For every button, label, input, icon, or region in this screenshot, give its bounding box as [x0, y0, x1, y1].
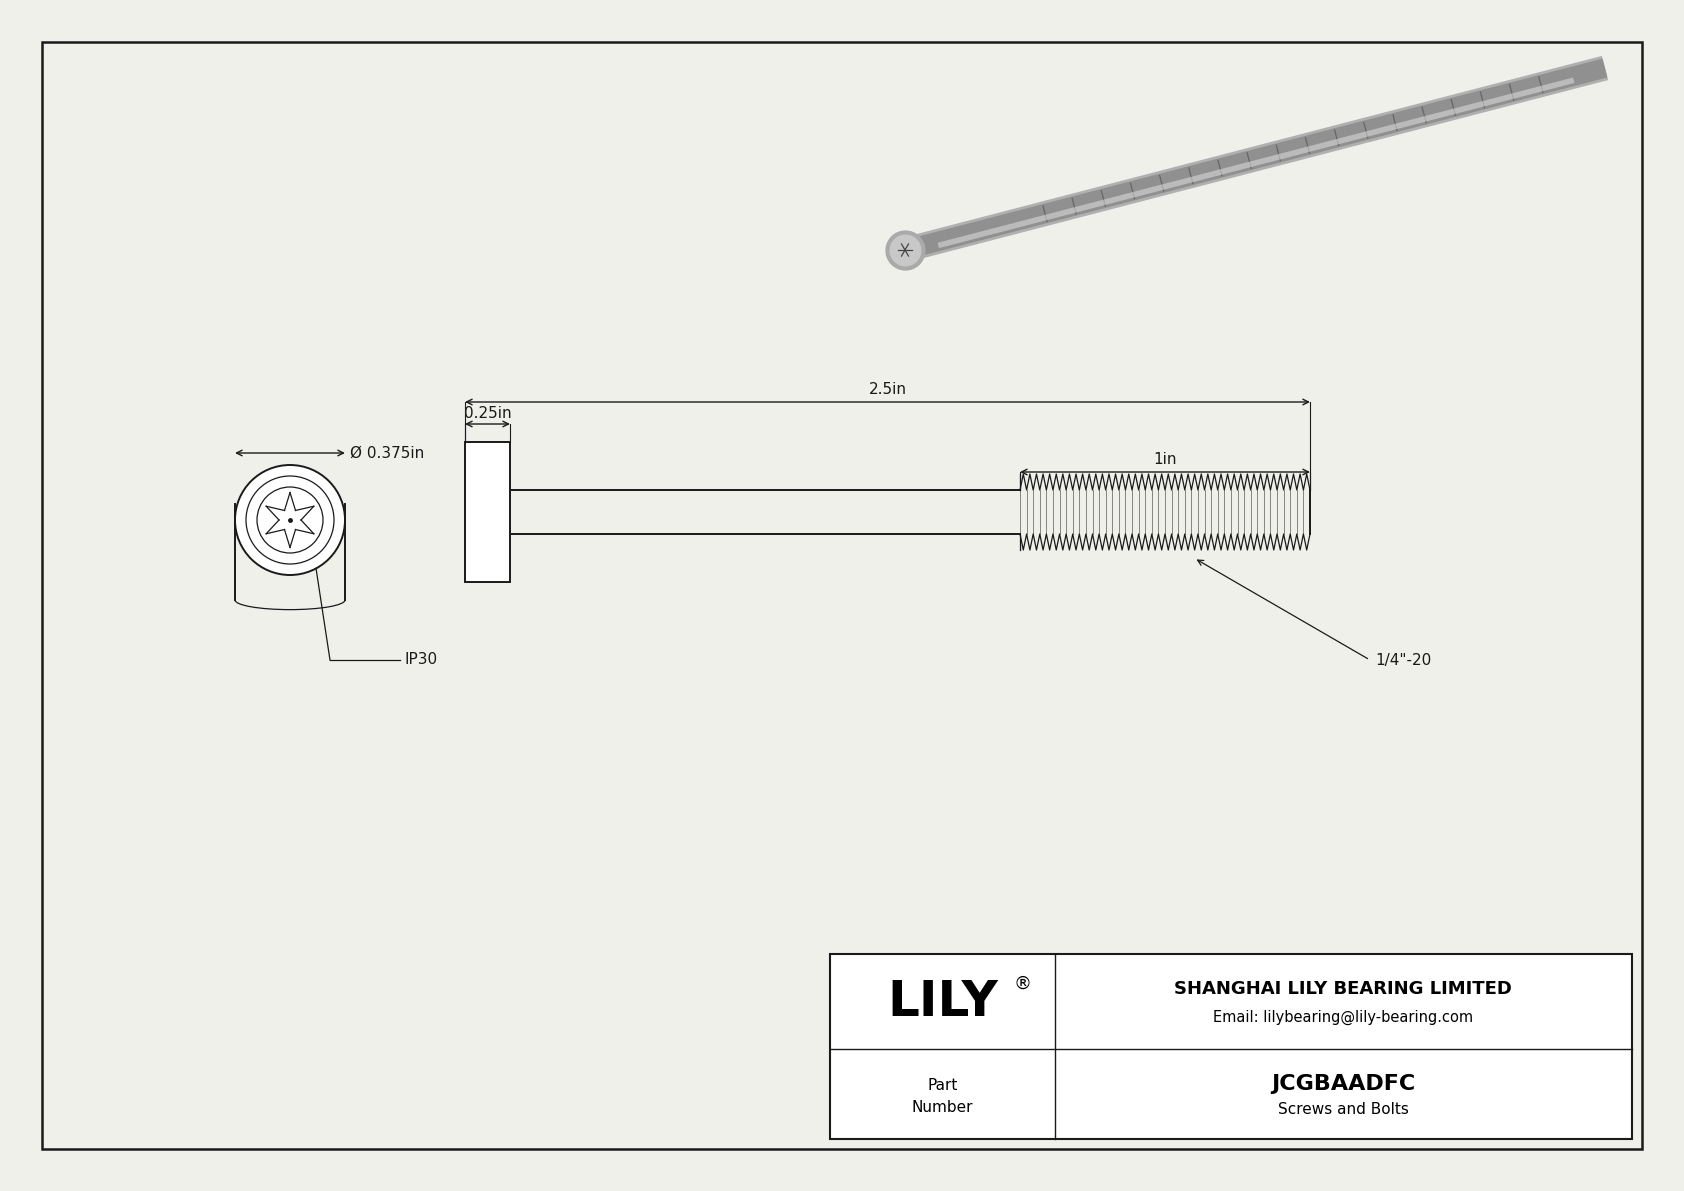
Text: Ø 0.375in: Ø 0.375in [350, 445, 424, 461]
Text: IP30: IP30 [404, 653, 438, 667]
Bar [830, 954, 1632, 1139]
Text: Email: lilybearing@lily-bearing.com: Email: lilybearing@lily-bearing.com [1212, 1010, 1474, 1025]
Text: LILY: LILY [887, 978, 997, 1025]
Text: ®: ® [1014, 974, 1031, 992]
Circle shape [236, 464, 345, 575]
Text: SHANGHAI LILY BEARING LIMITED: SHANGHAI LILY BEARING LIMITED [1174, 980, 1512, 998]
Text: 0.25in: 0.25in [463, 406, 512, 420]
Text: JCGBAADFC: JCGBAADFC [1271, 1074, 1416, 1095]
Text: Screws and Bolts: Screws and Bolts [1278, 1103, 1410, 1117]
Text: Number: Number [911, 1100, 973, 1116]
Text: 1/4"-20: 1/4"-20 [1376, 653, 1431, 667]
Text: Part: Part [928, 1079, 958, 1093]
Text: 2.5in: 2.5in [869, 382, 906, 397]
Text: 1in: 1in [1154, 453, 1177, 467]
Bar [465, 442, 510, 582]
